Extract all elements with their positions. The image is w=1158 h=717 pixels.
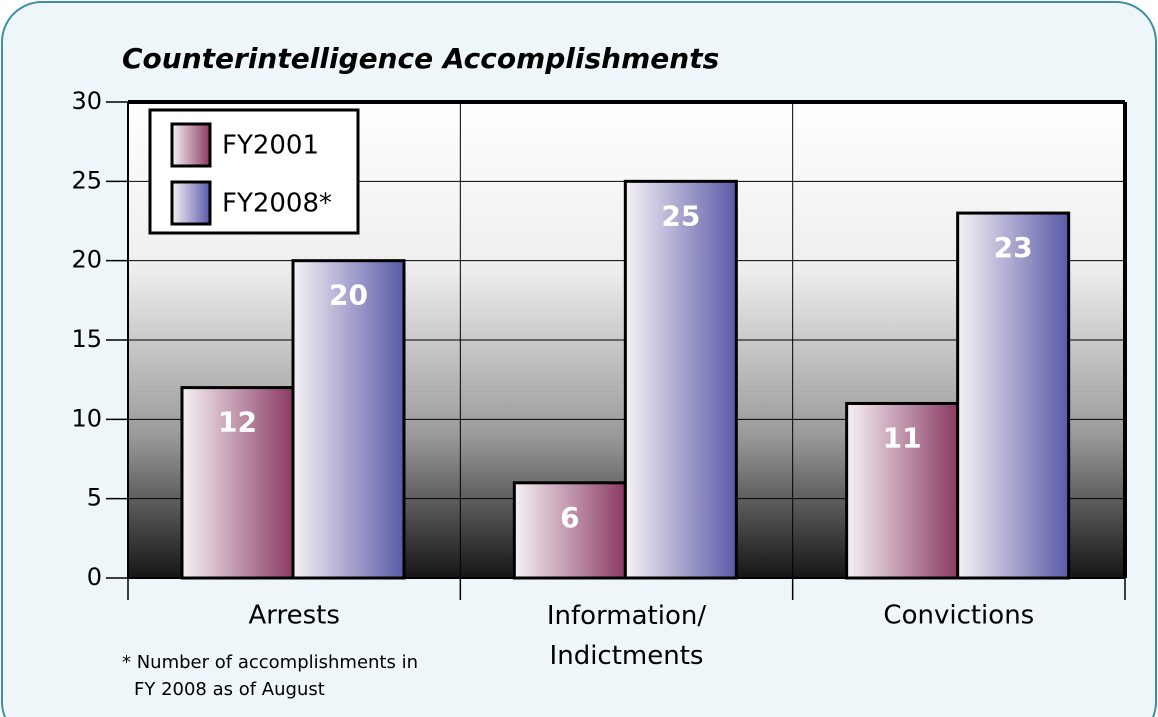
value-label: 11: [883, 421, 922, 454]
bar: [180, 386, 295, 580]
value-label: 20: [329, 279, 368, 312]
legend-swatch: [170, 122, 212, 168]
x-tick-label: Information/Indictments: [547, 601, 707, 671]
bar: [291, 259, 406, 580]
y-tick-label: 10: [71, 404, 102, 432]
y-tick-label: 15: [71, 325, 102, 353]
bar: [623, 179, 738, 580]
value-label: 25: [661, 199, 700, 232]
value-label: 12: [218, 406, 257, 439]
footnote: * Number of accomplishments in FY 2008 as…: [122, 652, 418, 700]
legend-label: FY2001: [222, 131, 319, 161]
y-tick-label: 5: [87, 484, 102, 512]
legend-label: FY2008*: [222, 189, 332, 219]
y-tick-label: 25: [71, 166, 102, 194]
y-tick-label: 30: [71, 87, 102, 115]
y-tick-label: 0: [87, 563, 102, 591]
x-tick-label: Convictions: [883, 601, 1034, 631]
x-tick-label: Arrests: [248, 601, 339, 631]
bar: [956, 211, 1071, 580]
bar: [845, 401, 960, 580]
y-tick-label: 20: [71, 246, 102, 274]
value-label: 6: [560, 501, 579, 534]
chart-title: Counterintelligence Accomplishments: [122, 42, 719, 75]
value-label: 23: [994, 231, 1033, 264]
legend-swatch: [170, 180, 212, 226]
